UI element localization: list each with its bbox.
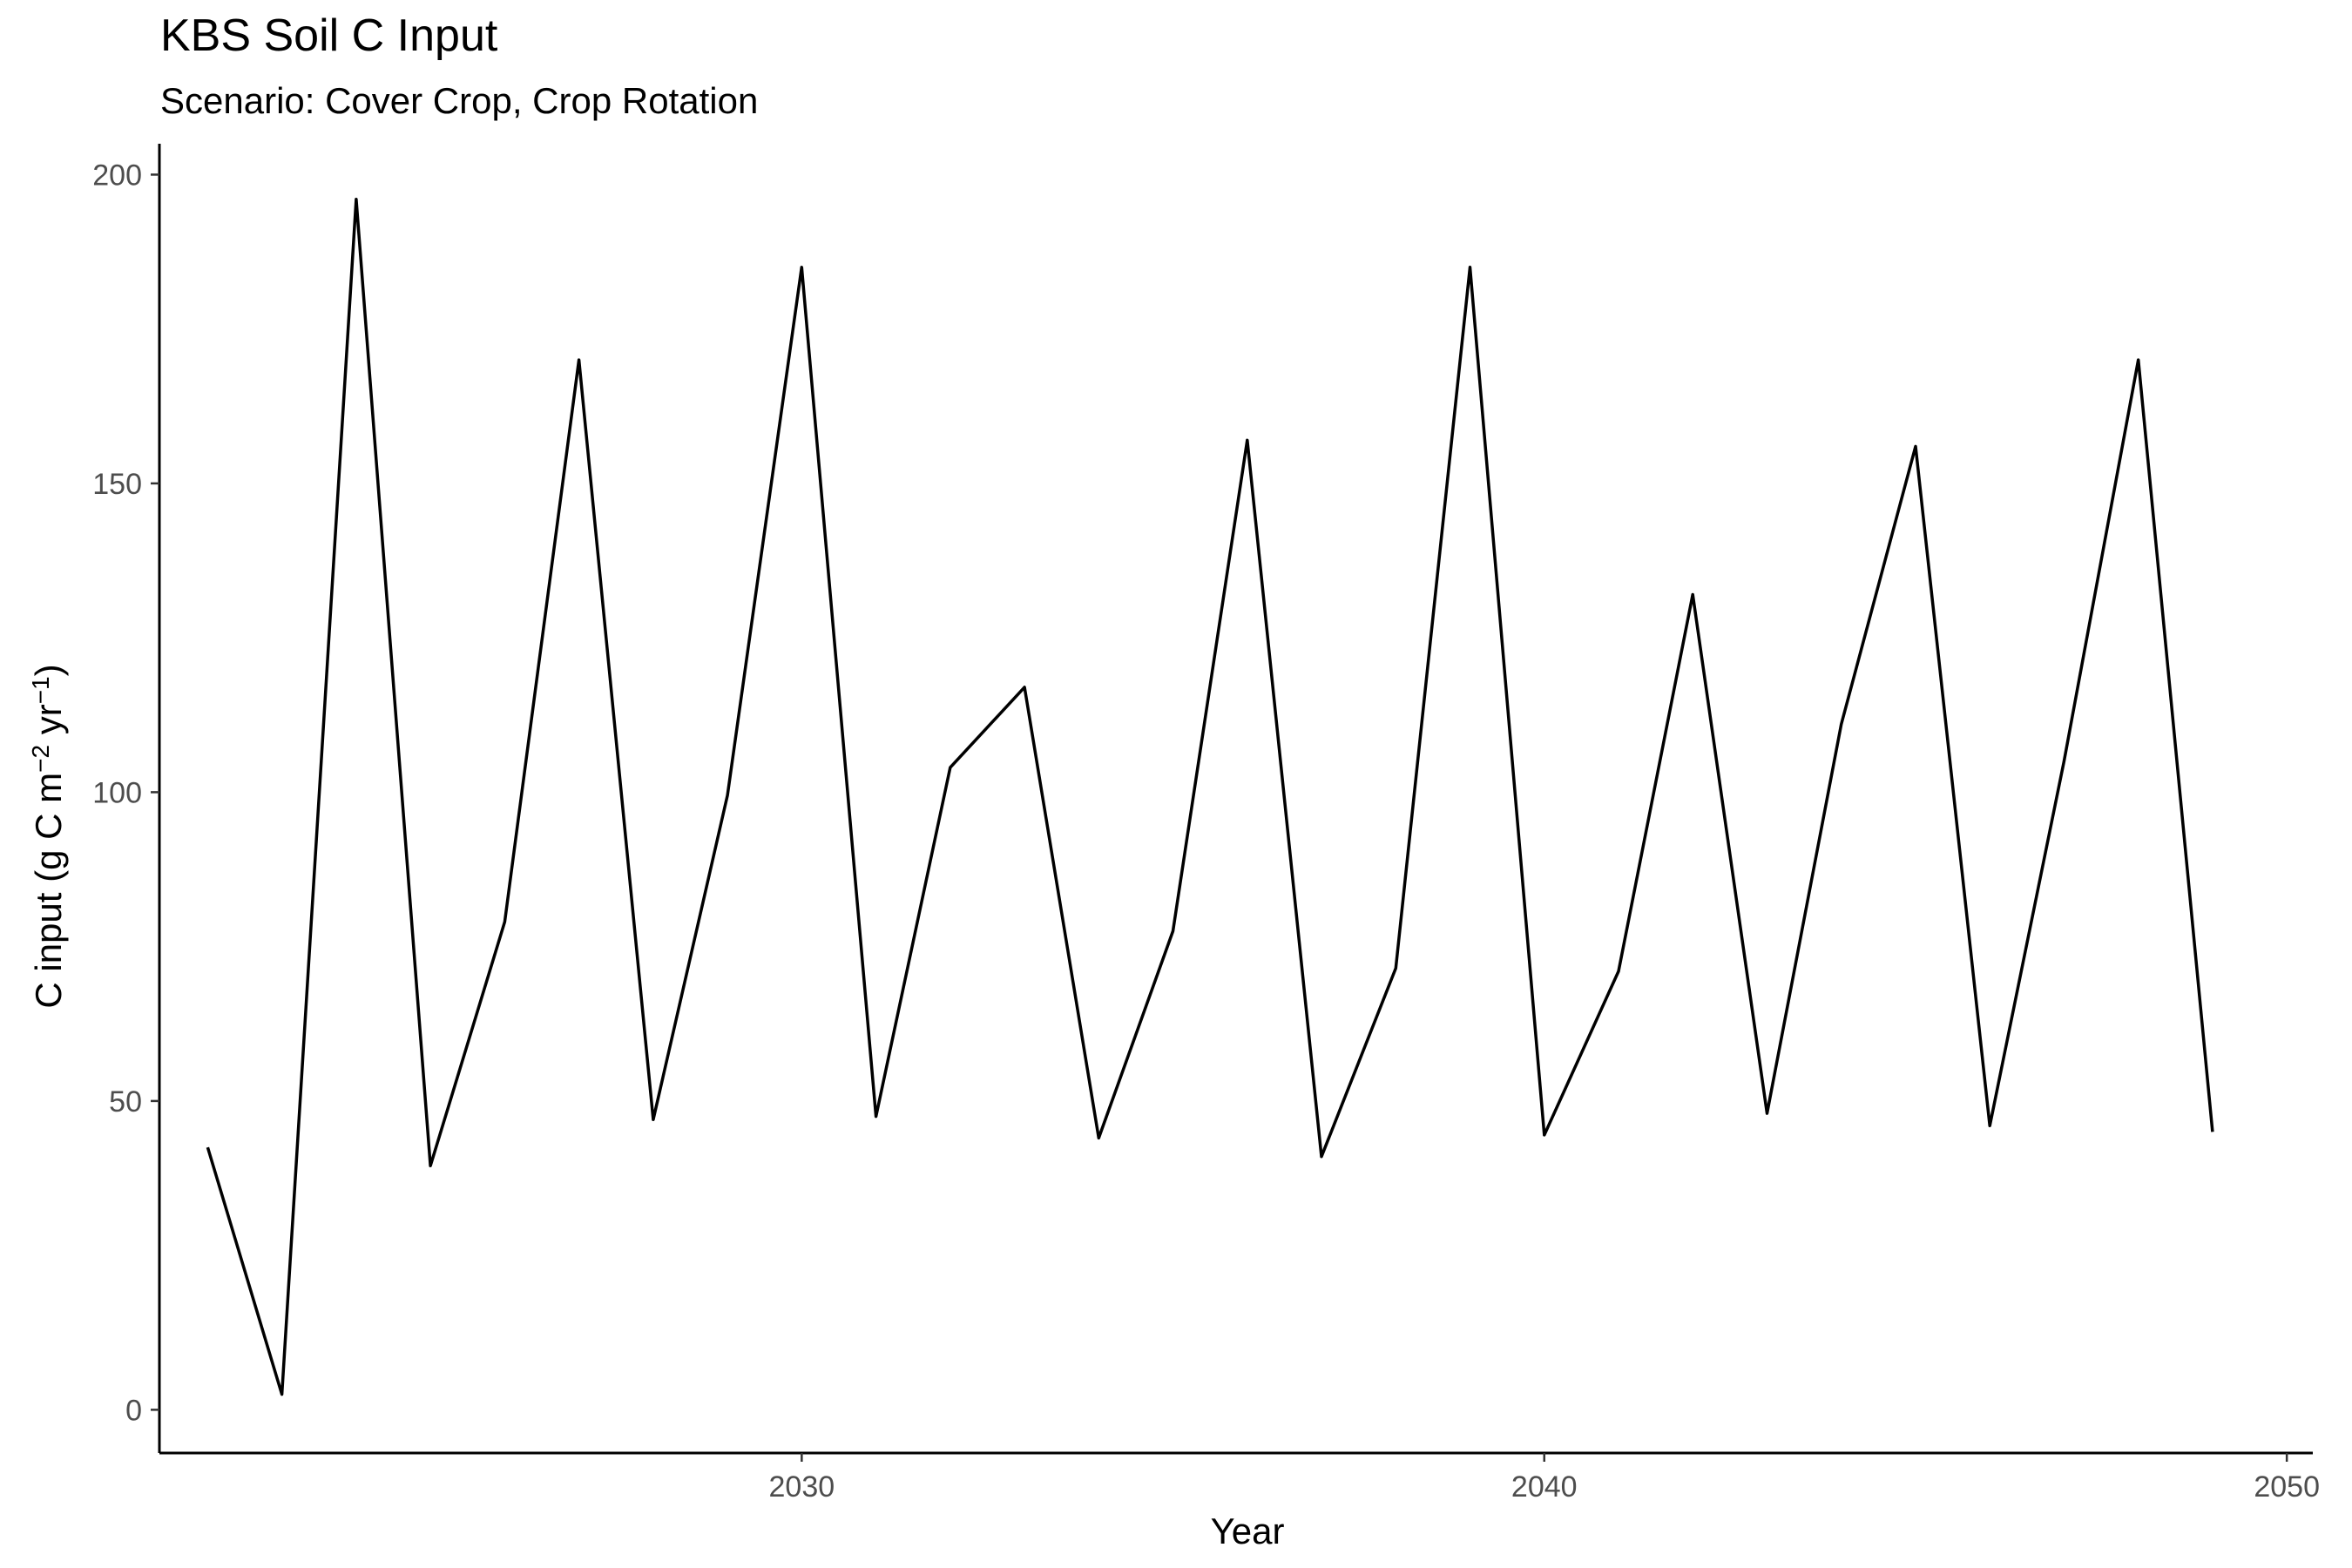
y-axis-title-part: ) <box>28 664 69 676</box>
x-axis: 2030 2040 2050 <box>159 1451 2320 1504</box>
data-point <box>2060 758 2067 765</box>
x-tick-label: 2050 <box>2254 1470 2320 1504</box>
y-tick-label: 200 <box>92 159 142 192</box>
data-point <box>947 764 954 771</box>
data-point <box>1244 436 1251 443</box>
y-axis-title-superscript: −1 <box>27 676 54 704</box>
data-point <box>427 1162 434 1169</box>
data-point <box>279 1391 286 1398</box>
data-point <box>1318 1153 1325 1160</box>
y-tick-label: 0 <box>125 1394 142 1427</box>
y-axis: 0 50 100 150 200 <box>92 144 161 1453</box>
y-tick-label: 50 <box>109 1085 142 1119</box>
data-point <box>1467 264 1474 271</box>
data-point <box>2209 1128 2216 1135</box>
x-tick-label: 2040 <box>1511 1470 1578 1504</box>
y-tick-label: 100 <box>92 776 142 809</box>
series-line <box>206 198 2214 1396</box>
y-axis-title: C input (g C m−2 yr−1) <box>27 664 69 1008</box>
y-axis-title-part: yr <box>28 704 69 745</box>
data-point <box>1912 443 1919 449</box>
data-point <box>1615 968 1622 975</box>
chart-title: KBS Soil C Input <box>160 10 498 61</box>
data-point <box>1689 591 1696 598</box>
data-point <box>798 264 805 271</box>
data-point <box>873 1113 880 1120</box>
data-point <box>1170 928 1177 935</box>
data-point <box>724 792 731 799</box>
y-axis-title-superscript: −2 <box>27 745 54 773</box>
data-point <box>1763 1110 1770 1117</box>
data-point <box>576 356 583 363</box>
data-point <box>1986 1122 1993 1129</box>
data-point <box>501 918 508 925</box>
series-group <box>204 196 2216 1398</box>
data-point <box>353 196 360 203</box>
data-point <box>1838 720 1845 727</box>
data-point <box>1095 1134 1102 1141</box>
x-tick-label: 2030 <box>769 1470 835 1504</box>
y-axis-title-part: C input (g C m <box>28 773 69 1009</box>
chart-subtitle: Scenario: Cover Crop, Crop Rotation <box>160 80 758 121</box>
data-point <box>1021 684 1028 691</box>
data-point <box>204 1144 211 1151</box>
x-axis-title: Year <box>1211 1511 1285 1551</box>
data-point <box>2135 356 2142 363</box>
data-point <box>1392 964 1399 971</box>
data-point <box>1541 1132 1548 1139</box>
y-tick-label: 150 <box>92 468 142 501</box>
data-point <box>650 1116 657 1123</box>
